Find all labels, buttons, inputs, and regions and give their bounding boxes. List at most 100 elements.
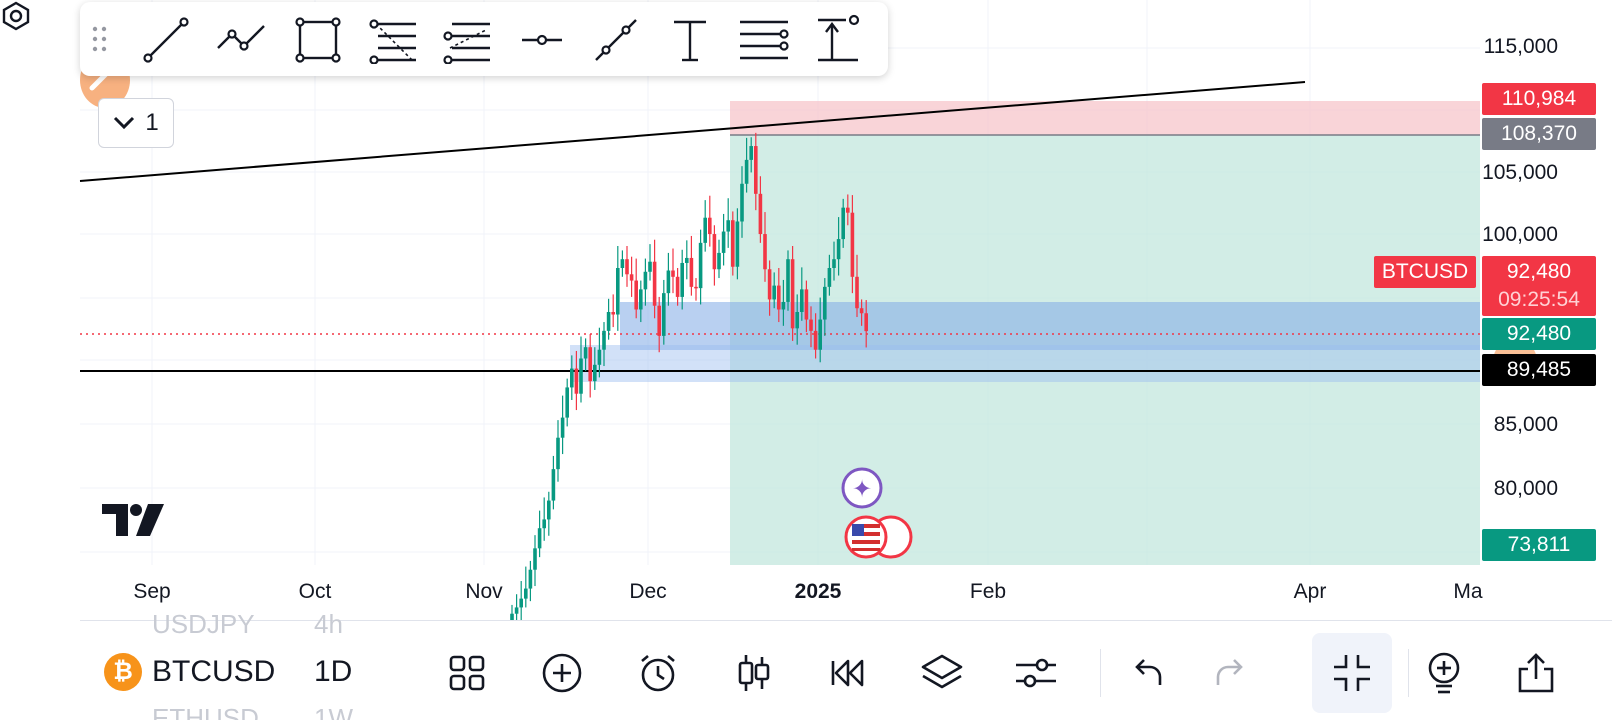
chart-type-button[interactable] xyxy=(724,643,784,703)
candle-body xyxy=(629,274,634,281)
candle-body xyxy=(551,469,556,501)
layers-icon xyxy=(921,654,963,689)
price-axis-label: 115,000 xyxy=(1483,35,1558,58)
candle-body xyxy=(726,220,730,232)
candle-body xyxy=(749,146,753,160)
price-axis-label: 85,000 xyxy=(1493,413,1558,436)
demand-zone-upper[interactable] xyxy=(620,302,1480,350)
fib-extension-icon xyxy=(443,22,490,64)
time-axis-label: Nov xyxy=(465,580,503,603)
legend-collapse-button[interactable]: 1 xyxy=(98,98,174,148)
time-axis-label: Feb xyxy=(969,580,1007,603)
trend-line-tool[interactable] xyxy=(136,12,196,68)
demand-zone-lower[interactable] xyxy=(570,345,1480,382)
undo-button[interactable] xyxy=(1116,643,1176,703)
candle-body xyxy=(855,276,859,309)
symbol-price-label: BTCUSD xyxy=(1374,256,1476,288)
candle-body xyxy=(634,280,638,310)
time-axis-label: Apr xyxy=(1293,580,1327,603)
candle-body xyxy=(537,528,542,549)
drawing-toolbar xyxy=(80,2,888,76)
candle-body xyxy=(597,349,602,365)
candle-body xyxy=(689,257,694,287)
ai-spark-icon[interactable] xyxy=(841,467,883,509)
toolbar-separator xyxy=(1100,649,1101,697)
target-price-tag: 110,984 xyxy=(1482,83,1596,115)
replay-icon xyxy=(831,659,864,687)
settings-sliders-button[interactable] xyxy=(1006,643,1066,703)
fib-extension-tool[interactable] xyxy=(438,12,498,68)
chart-canvas[interactable]: ✦ xyxy=(0,0,1612,620)
candle-body xyxy=(565,387,569,418)
candle-body xyxy=(524,588,528,599)
bar-countdown: 09:25:54 xyxy=(1498,288,1580,311)
fib-retracement-tool[interactable] xyxy=(364,12,424,68)
candle-body xyxy=(510,613,514,620)
interval-next[interactable]: 1W xyxy=(314,703,353,720)
candle-body xyxy=(639,289,643,310)
share-button[interactable] xyxy=(1506,643,1566,703)
add-button[interactable] xyxy=(532,643,592,703)
layouts-button[interactable] xyxy=(437,643,497,703)
candle-body xyxy=(772,285,776,300)
axis-settings-icon[interactable] xyxy=(0,0,32,32)
long-position-tool[interactable] xyxy=(808,12,868,68)
rectangle-icon xyxy=(295,17,341,63)
candle-body xyxy=(588,347,592,382)
candle-body xyxy=(560,417,565,438)
symbol-prev[interactable]: USDJPY xyxy=(152,609,255,639)
text-icon xyxy=(674,20,706,62)
time-axis-label: Ma xyxy=(1453,580,1483,603)
add-icon xyxy=(542,653,582,693)
price-axis-label: 100,000 xyxy=(1482,223,1558,246)
entry-price-tag: 92,480 xyxy=(1482,318,1596,350)
candle-body xyxy=(744,159,749,184)
long-position-icon xyxy=(818,14,860,62)
candle-body xyxy=(790,259,795,329)
horizontal-ray-icon xyxy=(522,34,562,46)
interval-prev[interactable]: 4h xyxy=(314,609,343,639)
candle-body xyxy=(809,319,813,331)
horizontal-ray-tool[interactable] xyxy=(512,12,572,68)
price-axis-label: 105,000 xyxy=(1482,161,1558,184)
ideas-button[interactable] xyxy=(1414,643,1474,703)
target-zone[interactable] xyxy=(730,101,1480,135)
chart-pane[interactable]: ✦ 115,000 105,000 100,000 85,000 80,000 … xyxy=(0,0,1612,620)
text-tool[interactable] xyxy=(660,12,720,68)
trend-line[interactable] xyxy=(79,81,1306,182)
candle-body xyxy=(657,305,661,336)
replay-button[interactable] xyxy=(818,643,878,703)
path-tool[interactable] xyxy=(212,12,272,68)
parallel-channel-tool[interactable] xyxy=(734,12,794,68)
chevron-down-icon xyxy=(114,116,135,130)
candle-body xyxy=(698,242,703,289)
event-markers[interactable]: ✦ xyxy=(841,467,913,559)
bitcoin-icon: ₿ xyxy=(104,653,142,691)
candle-body xyxy=(763,234,767,270)
undo-icon xyxy=(1135,659,1162,685)
ray-tool[interactable] xyxy=(586,12,646,68)
bottom-toolbar: USDJPY ₿ BTCUSD ETHUSD 4h 1D 1W xyxy=(80,609,1612,720)
redo-button[interactable] xyxy=(1202,643,1262,703)
candle-body xyxy=(777,285,781,310)
alert-button[interactable] xyxy=(628,643,688,703)
chart-type-icon xyxy=(738,655,770,691)
candle-body xyxy=(818,319,822,350)
candlestick-series[interactable] xyxy=(510,132,868,620)
exit-fullscreen-button[interactable] xyxy=(1312,633,1392,713)
symbol-next[interactable]: ETHUSD xyxy=(152,703,259,720)
candle-body xyxy=(864,313,868,332)
share-icon xyxy=(1518,653,1554,693)
settings-sliders-icon xyxy=(1016,658,1056,688)
drag-handle-icon[interactable] xyxy=(90,24,110,54)
interval-selector[interactable]: 1D xyxy=(314,655,353,688)
candle-body xyxy=(514,607,519,614)
symbol-selector[interactable]: ₿ BTCUSD xyxy=(104,653,275,691)
candle-body xyxy=(703,217,707,243)
layers-button[interactable] xyxy=(912,643,972,703)
rectangle-tool[interactable] xyxy=(288,12,348,68)
candle-body xyxy=(758,193,763,235)
candle-body xyxy=(850,212,855,277)
candle-body xyxy=(735,221,740,267)
